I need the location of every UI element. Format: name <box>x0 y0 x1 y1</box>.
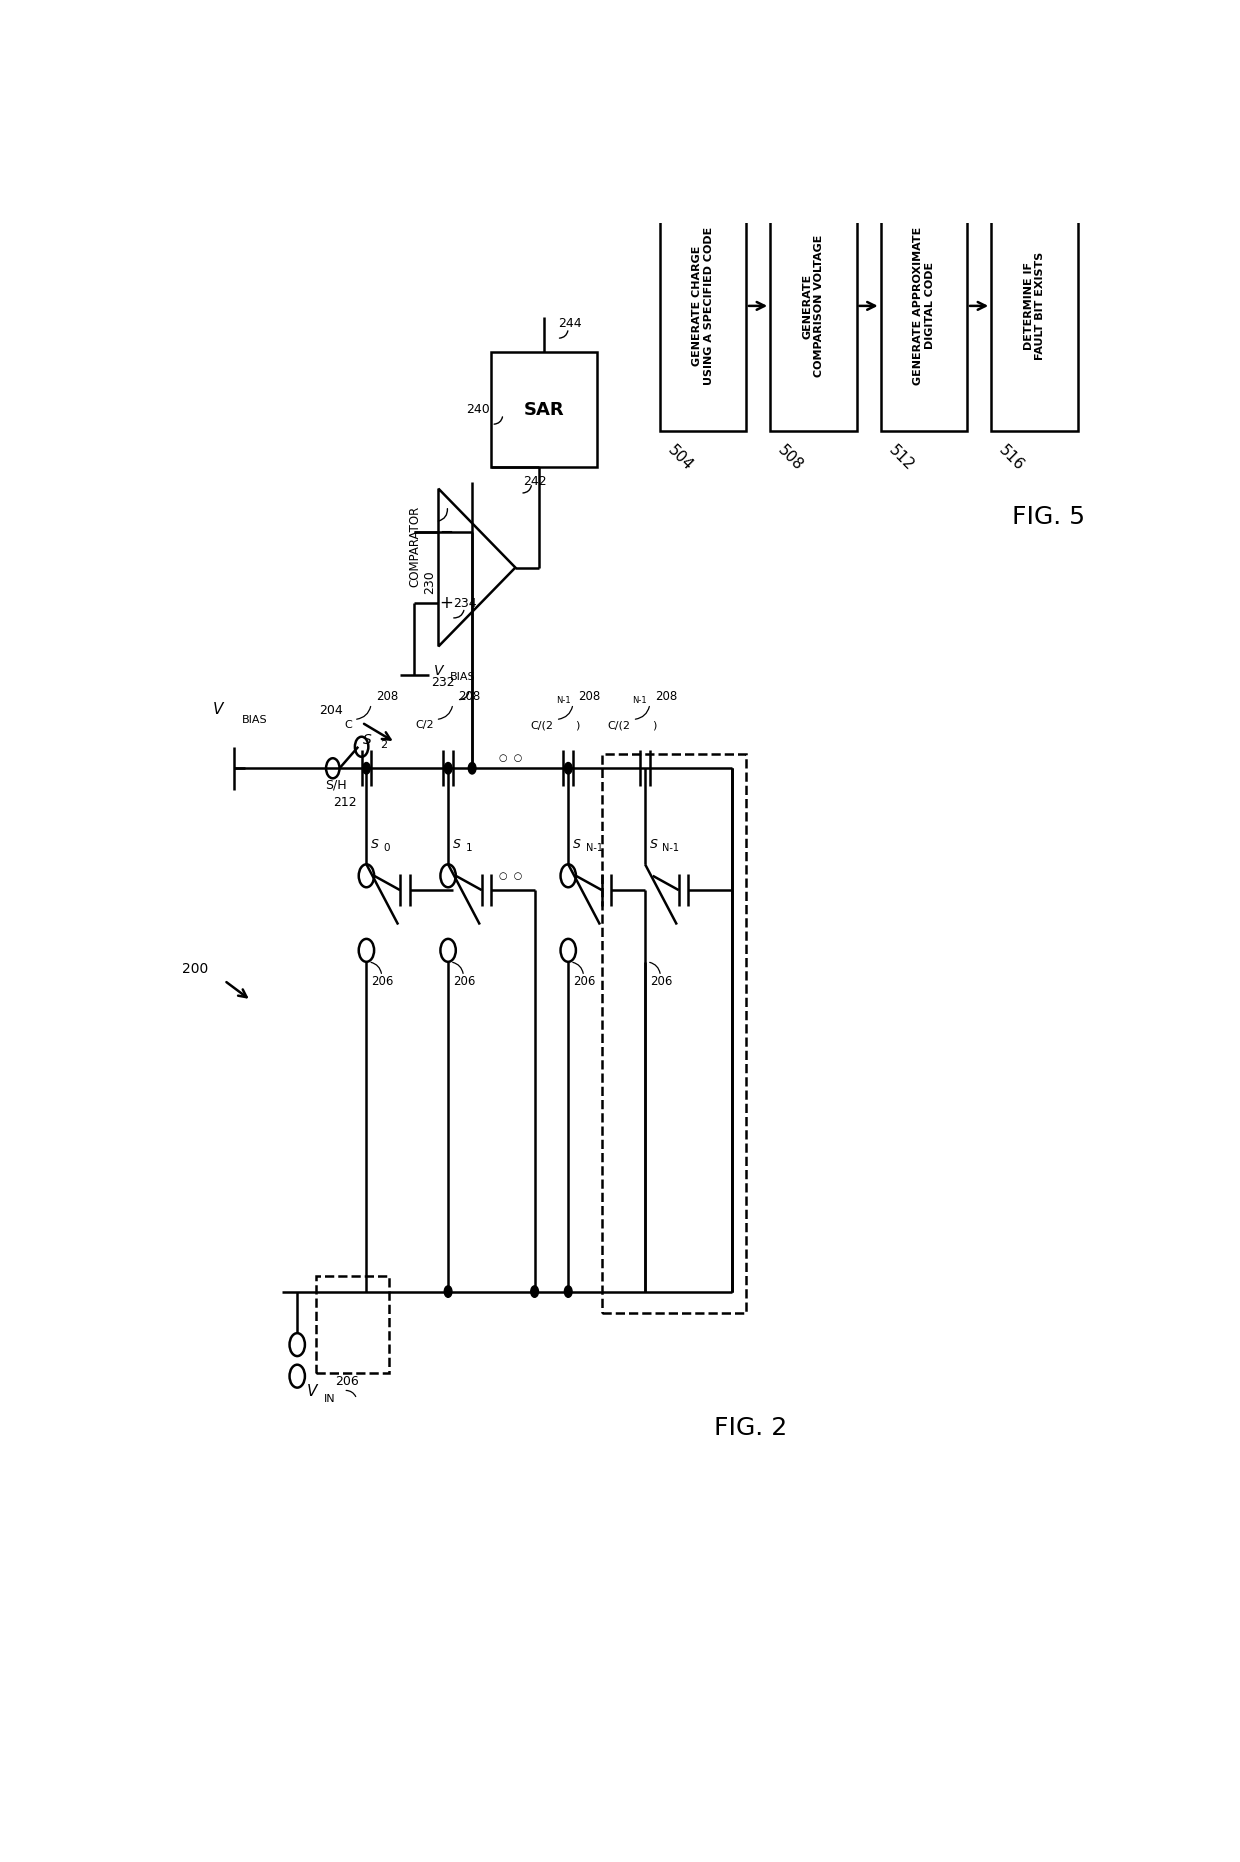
Text: C: C <box>345 721 352 730</box>
Text: 0: 0 <box>383 843 391 853</box>
Text: 1: 1 <box>465 843 472 853</box>
Text: 512: 512 <box>885 443 916 473</box>
Circle shape <box>531 1287 538 1298</box>
Text: 206: 206 <box>453 976 475 989</box>
Text: ○  ○: ○ ○ <box>498 754 522 763</box>
Text: BIAS: BIAS <box>450 672 476 681</box>
Text: 206: 206 <box>371 976 393 989</box>
Text: −: − <box>439 523 453 540</box>
Text: 208: 208 <box>578 691 600 704</box>
Text: 2: 2 <box>379 741 387 750</box>
Text: COMPARATOR: COMPARATOR <box>408 505 420 587</box>
Text: C/(2: C/(2 <box>608 721 631 730</box>
Text: GENERATE APPROXIMATE
DIGITAL CODE: GENERATE APPROXIMATE DIGITAL CODE <box>913 227 935 385</box>
Bar <box>316 1275 388 1374</box>
Circle shape <box>469 763 476 775</box>
Text: V: V <box>306 1385 317 1400</box>
Circle shape <box>641 1287 649 1298</box>
Circle shape <box>444 763 451 775</box>
Text: 206: 206 <box>650 976 672 989</box>
Bar <box>770 181 857 432</box>
Text: GENERATE
COMPARISON VOLTAGE: GENERATE COMPARISON VOLTAGE <box>802 235 825 378</box>
Circle shape <box>728 1287 735 1298</box>
Text: SAR: SAR <box>523 400 564 419</box>
Text: BIAS: BIAS <box>242 715 267 726</box>
Text: S: S <box>650 838 657 851</box>
Text: 206: 206 <box>573 976 595 989</box>
Text: 208: 208 <box>376 691 398 704</box>
Text: S: S <box>573 838 580 851</box>
Bar <box>601 754 746 1313</box>
Text: 232: 232 <box>432 676 455 689</box>
Bar <box>491 352 596 467</box>
Text: S/H: S/H <box>326 778 347 791</box>
Text: ): ) <box>652 721 656 730</box>
Text: S: S <box>371 838 379 851</box>
Text: 230: 230 <box>423 570 436 594</box>
Text: 212: 212 <box>334 797 357 810</box>
Text: 244: 244 <box>558 317 583 330</box>
Circle shape <box>362 1287 371 1298</box>
Bar <box>660 181 746 432</box>
Text: ○  ○: ○ ○ <box>498 871 522 881</box>
Text: V: V <box>213 702 223 717</box>
Text: N-1: N-1 <box>585 843 603 853</box>
Text: 200: 200 <box>181 963 208 976</box>
Text: 208: 208 <box>458 691 480 704</box>
Text: 508: 508 <box>775 443 806 473</box>
Text: +: + <box>439 594 453 613</box>
Bar <box>991 181 1078 432</box>
Text: GENERATE CHARGE
USING A SPECIFIED CODE: GENERATE CHARGE USING A SPECIFIED CODE <box>692 227 713 385</box>
Text: 206: 206 <box>335 1376 360 1389</box>
Text: 504: 504 <box>665 443 696 473</box>
Text: 208: 208 <box>655 691 677 704</box>
Text: IN: IN <box>324 1395 336 1404</box>
Text: C/2: C/2 <box>415 721 434 730</box>
Text: 234: 234 <box>453 598 476 611</box>
Bar <box>880 181 967 432</box>
Text: N-1: N-1 <box>556 696 570 706</box>
Text: ): ) <box>575 721 579 730</box>
Text: FIG. 2: FIG. 2 <box>714 1415 787 1439</box>
Text: N-1: N-1 <box>632 696 647 706</box>
Circle shape <box>444 1287 451 1298</box>
Circle shape <box>564 763 572 775</box>
Text: S: S <box>453 838 461 851</box>
Text: V: V <box>434 663 443 678</box>
Text: S: S <box>362 732 371 747</box>
Text: 240: 240 <box>466 404 490 417</box>
Text: N-1: N-1 <box>662 843 680 853</box>
Text: 242: 242 <box>523 475 547 488</box>
Circle shape <box>641 763 649 775</box>
Circle shape <box>564 1287 572 1298</box>
Text: 516: 516 <box>996 443 1027 475</box>
Text: DETERMINE IF
FAULT BIT EXISTS: DETERMINE IF FAULT BIT EXISTS <box>1023 251 1045 359</box>
Circle shape <box>641 1287 649 1298</box>
Text: C/(2: C/(2 <box>531 721 554 730</box>
Circle shape <box>362 763 371 775</box>
Text: FIG. 5: FIG. 5 <box>1012 505 1085 529</box>
Text: 204: 204 <box>319 704 342 717</box>
